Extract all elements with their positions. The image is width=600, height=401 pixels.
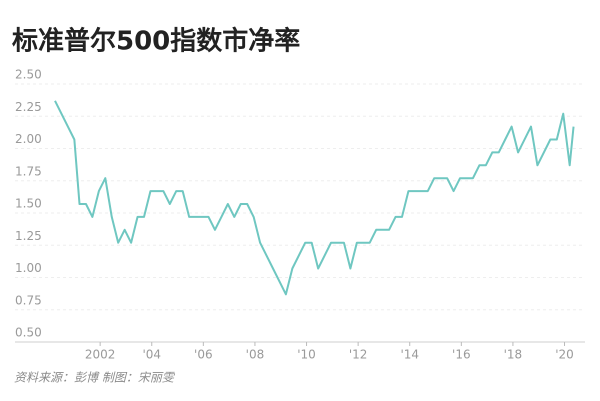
- x-tick-label: '08: [246, 348, 265, 362]
- chart-title: 标准普尔500指数市净率: [12, 26, 300, 57]
- y-tick-label: 1.25: [15, 229, 42, 243]
- source-note: 资料来源：彭博 制图：宋丽雯: [14, 371, 176, 385]
- x-tick-label: '04: [142, 348, 161, 362]
- x-tick-label: '10: [297, 348, 316, 362]
- data-line: [54, 100, 575, 296]
- y-tick-label: 2.00: [15, 132, 42, 146]
- y-tick-label: 2.25: [15, 100, 42, 114]
- y-tick-label: 0.50: [15, 326, 42, 340]
- y-tick-label: 1.50: [15, 197, 42, 211]
- y-tick-label: 0.75: [15, 293, 42, 307]
- x-tick-label: '06: [194, 348, 213, 362]
- x-tick-label: 2002: [85, 348, 116, 362]
- x-tick-label: '14: [400, 348, 419, 362]
- x-tick-label: '18: [504, 348, 523, 362]
- y-tick-label: 2.50: [15, 68, 42, 82]
- y-tick-label: 1.00: [15, 261, 42, 275]
- x-tick-label: '12: [349, 348, 368, 362]
- x-tick-label: '16: [452, 348, 471, 362]
- x-tick-label: '20: [555, 348, 574, 362]
- y-tick-label: 1.75: [15, 164, 42, 178]
